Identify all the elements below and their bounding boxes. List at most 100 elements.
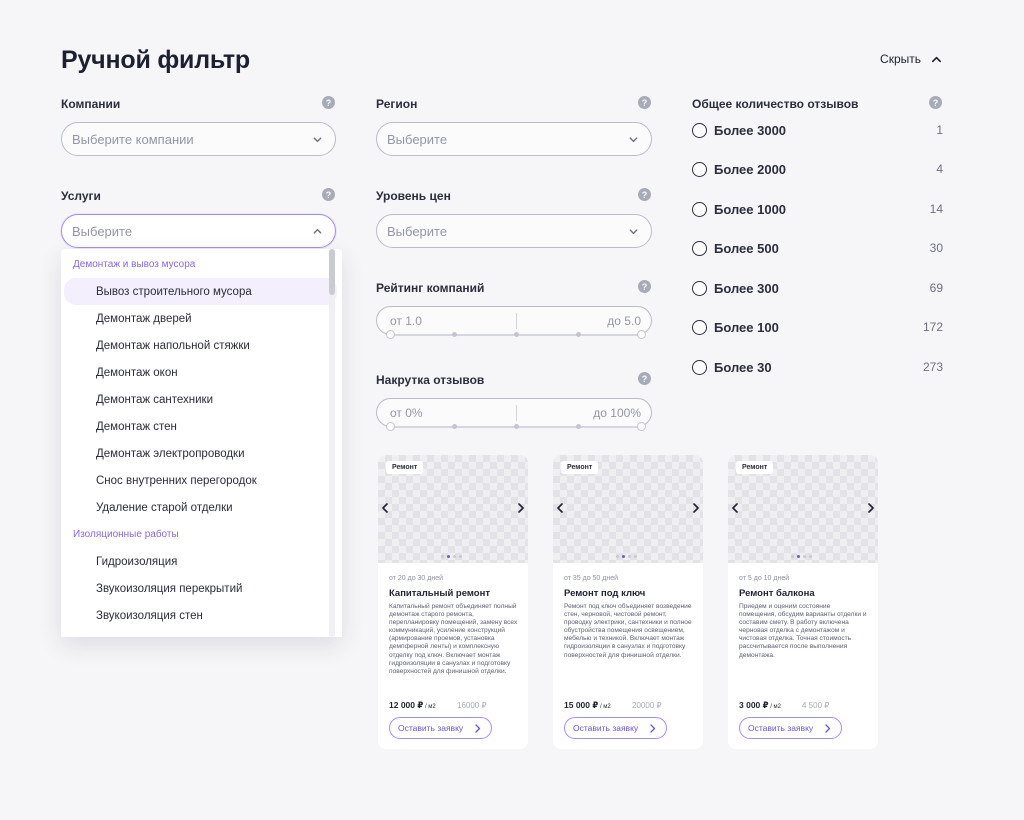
reviews-option-label: Более 100 xyxy=(714,319,779,335)
submit-request-button[interactable]: Оставить заявку xyxy=(564,717,667,739)
chevron-right-icon xyxy=(825,724,831,733)
card-price-value: 15 000 ₽ xyxy=(564,700,599,710)
slider-step-dot xyxy=(576,424,581,429)
help-icon[interactable]: ? xyxy=(929,96,942,109)
dropdown-option[interactable]: Удаление старой отделки xyxy=(96,501,233,514)
dropdown-option[interactable]: Демонтаж напольной стяжки xyxy=(96,339,250,352)
dropdown-option[interactable]: Демонтаж дверей xyxy=(96,312,192,325)
chevron-right-icon[interactable] xyxy=(516,502,526,514)
dropdown-option[interactable]: Вывоз строительного мусора xyxy=(64,278,337,305)
rating-label: Рейтинг компаний xyxy=(376,281,485,295)
service-card[interactable]: Ремонт от 5 до 10 дней Ремонт балкона Пр… xyxy=(728,455,878,749)
services-select[interactable]: Выберите xyxy=(61,214,336,248)
carousel-dots[interactable] xyxy=(616,555,637,558)
dropdown-option[interactable]: Демонтаж электропроводки xyxy=(96,447,245,460)
dropdown-group-label: Изоляционные работы xyxy=(73,529,179,540)
chevron-right-icon[interactable] xyxy=(691,502,701,514)
card-duration: от 5 до 10 дней xyxy=(739,575,790,582)
reviews-option-count: 4 xyxy=(936,162,943,176)
submit-request-button[interactable]: Оставить заявку xyxy=(389,717,492,739)
fake-reviews-to-input[interactable]: до 100% xyxy=(593,406,641,420)
reviews-option[interactable]: Более 30 273 xyxy=(692,357,943,377)
card-badge: Ремонт xyxy=(561,461,599,474)
reviews-option[interactable]: Более 2000 4 xyxy=(692,159,943,179)
companies-label: Компании xyxy=(61,97,121,111)
fake-reviews-from-input[interactable]: от 0% xyxy=(390,406,423,420)
range-divider xyxy=(516,405,517,421)
region-select[interactable]: Выберите xyxy=(376,122,652,156)
card-badge: Ремонт xyxy=(386,461,424,474)
chevron-right-icon[interactable] xyxy=(866,502,876,514)
fake-reviews-range[interactable]: от 0% до 100% xyxy=(376,398,652,431)
companies-select[interactable]: Выберите компании xyxy=(61,122,336,156)
services-label: Услуги xyxy=(61,189,101,203)
reviews-option-label: Более 2000 xyxy=(714,161,787,177)
chevron-right-icon xyxy=(475,724,481,733)
dropdown-scrollbar[interactable] xyxy=(329,249,335,637)
radio-button[interactable] xyxy=(692,161,707,177)
reviews-option[interactable]: Более 100 172 xyxy=(692,317,943,337)
card-old-price: 4 500 ₽ xyxy=(802,701,830,710)
carousel-dots[interactable] xyxy=(441,555,462,558)
card-description: Приедем и оценим состояние помещения, об… xyxy=(739,603,867,659)
button-label: Оставить заявку xyxy=(573,723,639,733)
card-title: Ремонт балкона xyxy=(739,588,815,599)
service-card[interactable]: Ремонт от 20 до 30 дней Капитальный ремо… xyxy=(378,455,528,749)
chevron-left-icon[interactable] xyxy=(730,502,740,514)
reviews-option-count: 273 xyxy=(922,360,943,374)
chevron-right-icon xyxy=(650,724,656,733)
card-description: Капитальный ремонт объединяет полный дем… xyxy=(389,603,518,675)
dropdown-option[interactable]: Демонтаж окон xyxy=(96,366,178,379)
radio-button[interactable] xyxy=(692,201,707,217)
chevron-left-icon[interactable] xyxy=(380,502,390,514)
reviews-option-count: 172 xyxy=(922,320,943,334)
rating-from-input[interactable]: от 1.0 xyxy=(390,314,422,328)
service-card[interactable]: Ремонт от 35 до 50 дней Ремонт под ключ … xyxy=(553,455,703,749)
dropdown-option[interactable]: Демонтаж стен xyxy=(96,420,177,433)
help-icon[interactable]: ? xyxy=(322,96,335,109)
reviews-option[interactable]: Более 500 30 xyxy=(692,238,943,258)
slider-step-dot xyxy=(452,332,457,337)
price-level-placeholder: Выберите xyxy=(387,223,448,239)
radio-button[interactable] xyxy=(692,280,707,296)
radio-button[interactable] xyxy=(692,319,707,335)
rating-to-input[interactable]: до 5.0 xyxy=(607,314,641,328)
help-icon[interactable]: ? xyxy=(638,96,651,109)
card-price-value: 3 000 ₽ xyxy=(739,700,769,710)
dropdown-option[interactable]: Снос внутренних перегородок xyxy=(96,474,257,487)
help-icon[interactable]: ? xyxy=(322,188,335,201)
button-label: Оставить заявку xyxy=(398,723,464,733)
dropdown-option[interactable]: Демонтаж сантехники xyxy=(96,393,214,406)
services-placeholder: Выберите xyxy=(72,223,133,239)
radio-button[interactable] xyxy=(692,359,707,375)
submit-request-button[interactable]: Оставить заявку xyxy=(739,717,842,739)
carousel-dots[interactable] xyxy=(791,555,812,558)
rating-min-handle[interactable] xyxy=(386,330,395,339)
hide-filter-button[interactable]: Скрыть xyxy=(880,52,942,66)
dropdown-option[interactable]: Звукоизоляция перекрытий xyxy=(96,582,243,595)
reviews-option[interactable]: Более 3000 1 xyxy=(692,120,943,140)
card-duration: от 20 до 30 дней xyxy=(389,575,444,582)
card-old-price: 20000 ₽ xyxy=(632,701,662,710)
reviews-option-label: Более 1000 xyxy=(714,201,787,217)
radio-button[interactable] xyxy=(692,240,707,256)
fake-reviews-max-handle[interactable] xyxy=(637,422,646,431)
reviews-option[interactable]: Более 1000 14 xyxy=(692,199,943,219)
card-description: Ремонт под ключ объединяет возведение ст… xyxy=(564,603,692,659)
price-level-select[interactable]: Выберите xyxy=(376,214,652,248)
dropdown-scrollbar-thumb[interactable] xyxy=(329,249,335,295)
reviews-option[interactable]: Более 300 69 xyxy=(692,278,943,298)
rating-max-handle[interactable] xyxy=(637,330,646,339)
rating-range[interactable]: от 1.0 до 5.0 xyxy=(376,306,652,339)
radio-button[interactable] xyxy=(692,122,707,138)
dropdown-option[interactable]: Звукоизоляция стен xyxy=(96,609,203,622)
dropdown-option[interactable]: Гидроизоляция xyxy=(96,555,178,568)
help-icon[interactable]: ? xyxy=(638,372,651,385)
help-icon[interactable]: ? xyxy=(638,188,651,201)
reviews-option-count: 1 xyxy=(936,123,943,137)
fake-reviews-label: Накрутка отзывов xyxy=(376,373,485,387)
chevron-left-icon[interactable] xyxy=(555,502,565,514)
fake-reviews-min-handle[interactable] xyxy=(386,422,395,431)
help-icon[interactable]: ? xyxy=(638,280,651,293)
services-dropdown[interactable]: Демонтаж и вывоз мусора Вывоз строительн… xyxy=(61,249,342,637)
